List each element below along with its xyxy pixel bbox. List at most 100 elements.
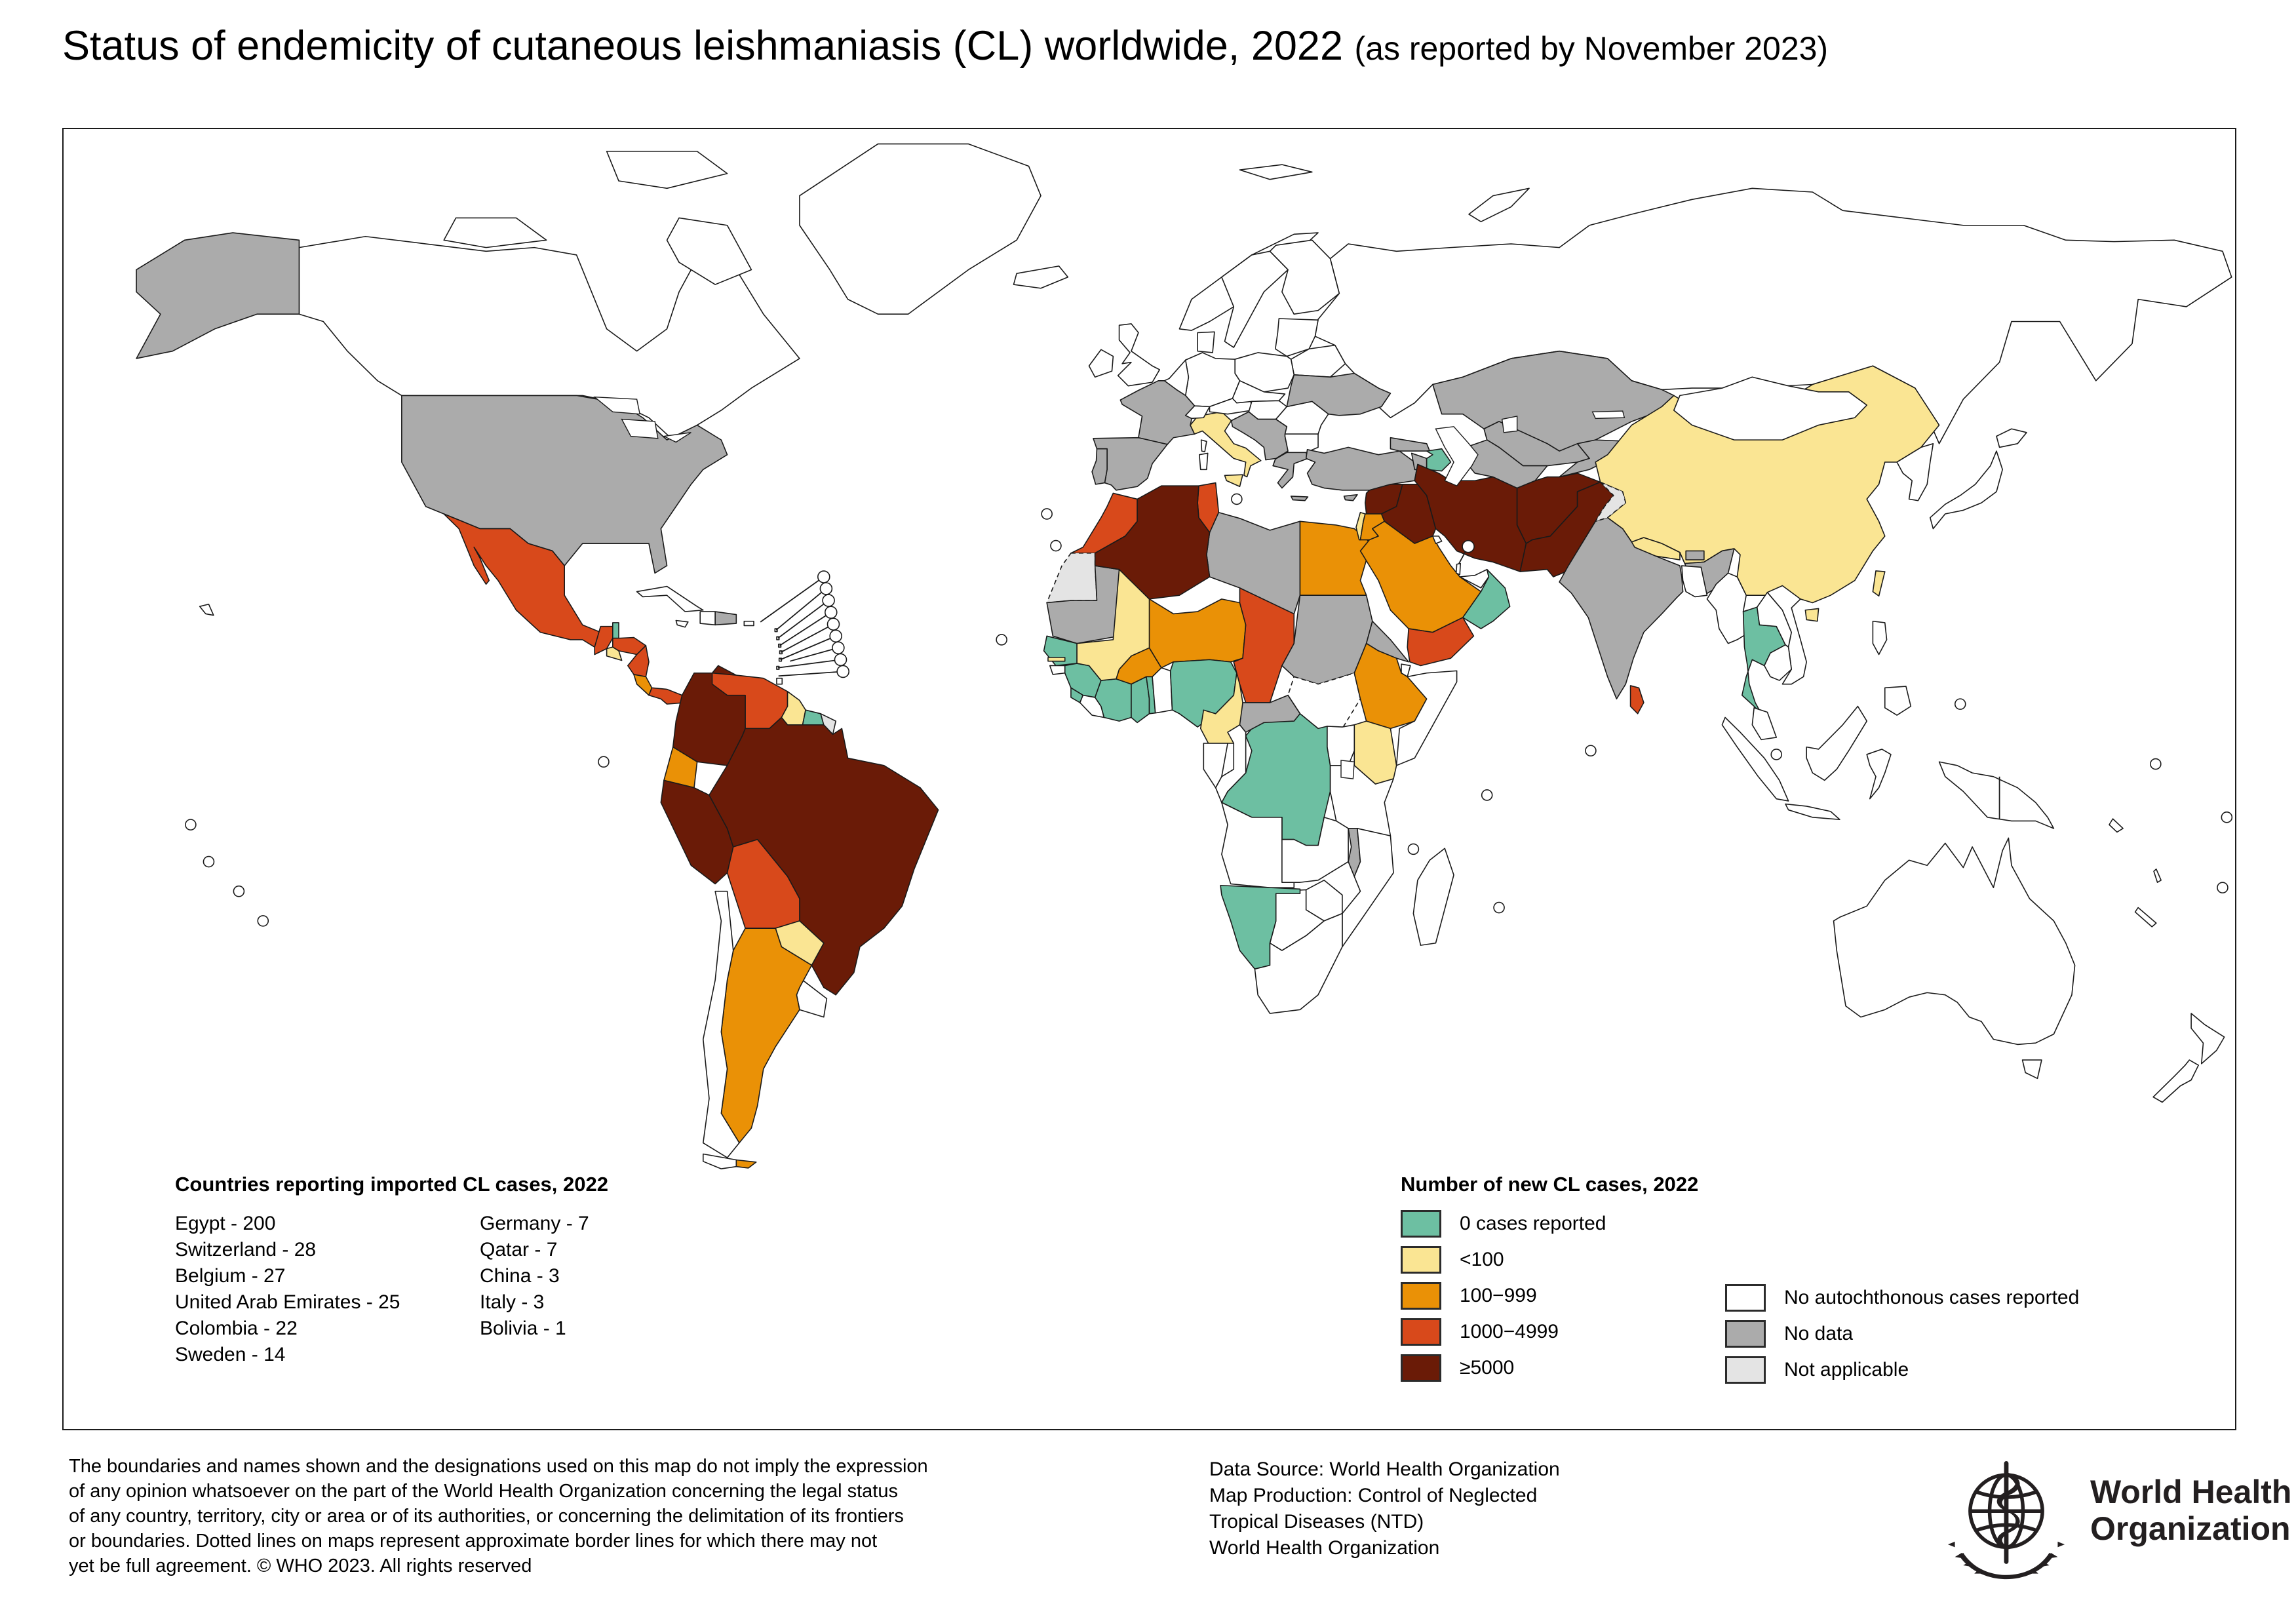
country-canada-baffin: [666, 217, 752, 285]
island-callout-line: [779, 612, 832, 646]
imported-cases-legend: Countries reporting imported CL cases, 2…: [175, 1173, 732, 1368]
circle-singapore: [1770, 749, 1783, 760]
lake-superior: [593, 396, 641, 415]
country-canada-ellesmere: [606, 151, 728, 189]
country-benin: [1152, 667, 1173, 714]
circle-mauritius: [1493, 901, 1505, 914]
imported-case-item: Sweden - 14: [175, 1344, 286, 1365]
country-bangladesh: [1681, 565, 1708, 598]
island-hainan: [1804, 608, 1819, 622]
imported-cases-column-1: Egypt - 200 Switzerland - 28 Belgium - 27 U…: [175, 1211, 480, 1368]
source-line: World Health Organization: [1209, 1537, 1440, 1559]
country-usa-alaska: [136, 232, 300, 359]
country-argentina: [720, 928, 813, 1144]
small-island-circle: [819, 582, 833, 595]
legend-swatch-noauto: [1725, 1283, 1766, 1312]
imported-cases-legend-title: Countries reporting imported CL cases, 2…: [175, 1173, 608, 1196]
island-new-guinea: [1938, 761, 2055, 829]
country-el-salvador: [606, 646, 623, 661]
country-denmark: [1197, 331, 1215, 353]
island-callout-line: [778, 671, 844, 677]
legend-label-zero: 0 cases reported: [1460, 1212, 1606, 1234]
country-costa-rica: [633, 674, 653, 696]
legend-class-rows: 0 cases reported <100 100−999 1000−4999 ≥500…: [1401, 1205, 2220, 1386]
disclaimer-line: of any opinion whatsoever on the part of…: [69, 1481, 898, 1502]
legend-label-c100_999: 100−999: [1460, 1284, 1537, 1306]
source-line: Map Production: Control of Neglected: [1209, 1485, 1538, 1506]
circle-seychelles: [1481, 789, 1493, 801]
disclaimer-line: or boundaries. Dotted lines on maps repr…: [69, 1531, 878, 1552]
legend-label-noauto: No autochthonous cases reported: [1784, 1286, 2080, 1308]
circle-malta: [1231, 493, 1243, 505]
island-crete: [1290, 496, 1309, 501]
imported-case-item: Qatar - 7: [480, 1239, 558, 1261]
circle-madeira: [1041, 508, 1053, 520]
country-algeria: [1094, 485, 1211, 600]
legend-label-lt100: <100: [1460, 1248, 1504, 1270]
small-island-circle: [832, 641, 845, 655]
circle-comoros: [1407, 843, 1420, 855]
country-trinidad: [776, 677, 783, 685]
small-island-circle: [822, 594, 835, 607]
imported-case-item: Italy - 3: [480, 1291, 545, 1313]
circle-polynesia-4: [257, 915, 269, 927]
country-japan-honshu: [1929, 450, 2003, 530]
disclaimer-line: of any country, territory, city or area …: [69, 1506, 904, 1527]
country-mozambique: [1342, 828, 1394, 948]
island-java: [1785, 803, 1840, 821]
country-puerto-rico: [743, 620, 754, 627]
island-mindanao: [1884, 686, 1912, 716]
legend-swatch-gte5000: [1401, 1354, 1441, 1382]
country-bhutan: [1685, 550, 1705, 560]
country-guinea-bissau: [1049, 665, 1066, 675]
island-svalbard: [1239, 164, 1313, 180]
country-iceland: [1013, 265, 1069, 289]
island-new-caledonia: [2134, 907, 2157, 928]
legend-status-rows: No autochthonous cases reported No data No…: [1725, 1280, 2079, 1388]
island-nz-south: [2152, 1059, 2199, 1103]
country-chile-tdf: [702, 1153, 737, 1169]
legend-swatch-nodata: [1725, 1320, 1766, 1348]
page-title: Status of endemicity of cutaneous leishm…: [62, 22, 1828, 69]
island-grenada: [776, 665, 780, 670]
island-sumatra: [1721, 716, 1789, 802]
country-yemen: [1407, 617, 1475, 667]
legend-row-gte5000: ≥5000: [1401, 1350, 2220, 1386]
country-turkey: [1305, 446, 1418, 491]
legend-row-c1000_4999: 1000−4999: [1401, 1314, 2220, 1350]
island-taiwan: [1872, 570, 1886, 597]
source-line: Data Source: World Health Organization: [1209, 1458, 1560, 1480]
legend-row-na: Not applicable: [1725, 1352, 2079, 1388]
imported-case-item: Belgium - 27: [175, 1265, 286, 1287]
caspian-sea: [1435, 426, 1479, 487]
island-borneo: [1806, 705, 1867, 781]
page-title-note: (as reported by November 2023): [1354, 30, 1829, 67]
country-madagascar: [1412, 848, 1454, 946]
country-greece: [1272, 452, 1309, 489]
country-oman: [1462, 568, 1511, 629]
country-belize: [612, 622, 619, 639]
legend-row-zero: 0 cases reported: [1401, 1205, 2220, 1242]
island-luzon: [1872, 620, 1888, 655]
who-logo-text: World Health Organization: [2090, 1474, 2291, 1547]
new-cases-legend: Number of new CL cases, 2022 0 cases rep…: [1401, 1173, 2220, 1386]
country-uganda: [1327, 724, 1355, 766]
island-callout-line: [781, 623, 834, 653]
country-sri-lanka: [1629, 685, 1644, 714]
country-chile: [702, 890, 740, 1158]
island-novaya-zemlya: [1468, 187, 1530, 222]
circle-canary: [1050, 539, 1062, 552]
circle-palau: [1954, 698, 1966, 710]
country-somalia: [1395, 670, 1458, 766]
country-dominican-republic: [714, 611, 737, 626]
country-switzerland: [1184, 405, 1211, 420]
who-logo-line2: Organization: [2090, 1510, 2291, 1547]
island-sardinia: [1199, 452, 1209, 471]
small-island-circle: [824, 606, 838, 619]
country-ireland: [1088, 349, 1114, 378]
countries-korea: [1896, 443, 1934, 501]
island-callout-line: [760, 576, 825, 623]
imported-case-item: Egypt - 200: [175, 1213, 276, 1234]
circle-tuvalu: [2221, 812, 2233, 823]
circle-nauru: [2150, 758, 2162, 770]
